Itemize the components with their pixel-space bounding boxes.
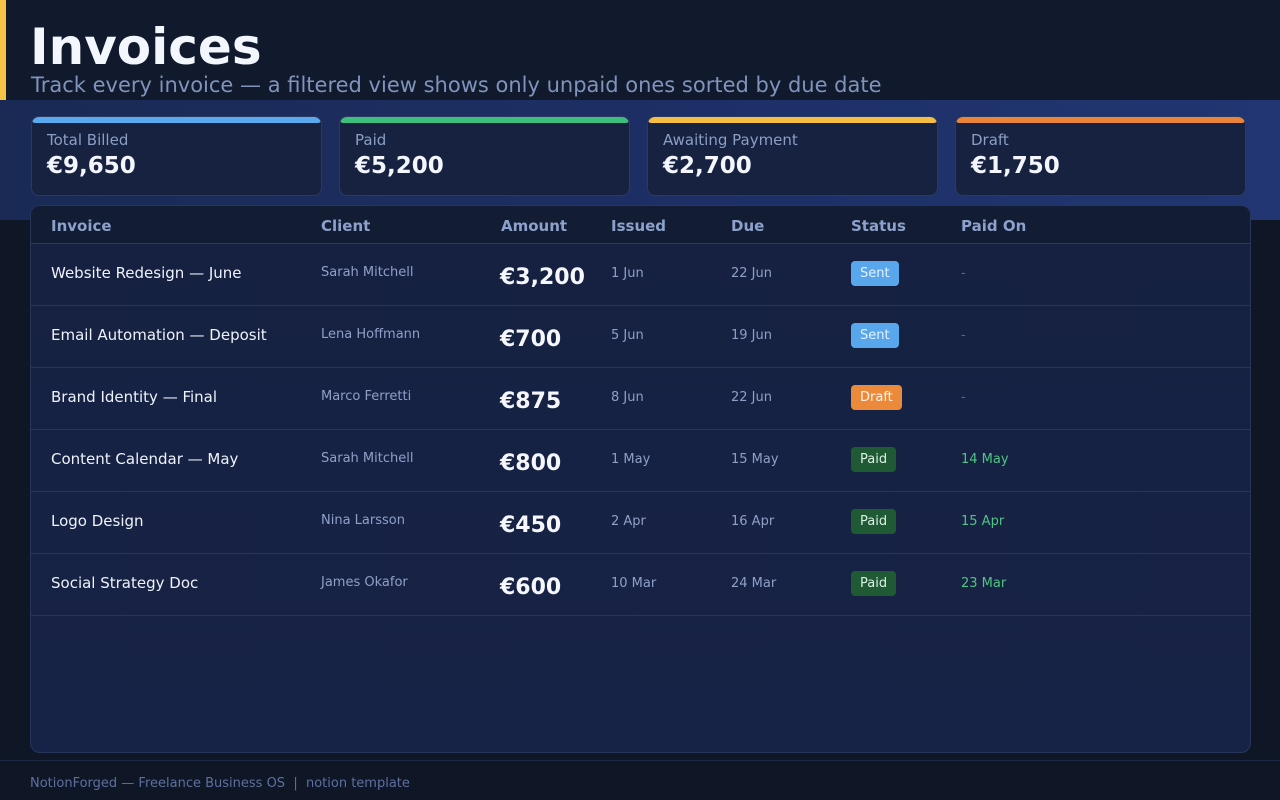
due-date: 15 May: [731, 452, 779, 467]
invoice-name[interactable]: Content Calendar — May: [51, 450, 239, 468]
invoices-table: Invoice Client Amount Issued Due Status …: [30, 205, 1251, 753]
status-cell: Sent: [851, 323, 899, 348]
invoice-name[interactable]: Social Strategy Doc: [51, 574, 199, 592]
status-badge[interactable]: Draft: [851, 385, 902, 410]
page-subtitle: Track every invoice — a filtered view sh…: [31, 73, 882, 97]
paid-on-date: 23 Mar: [961, 576, 1007, 591]
status-badge[interactable]: Sent: [851, 323, 899, 348]
paid-on-date: 15 Apr: [961, 514, 1005, 529]
page-header: Invoices Track every invoice — a filtere…: [0, 0, 1280, 100]
issued-date: 2 Apr: [611, 514, 646, 529]
table-row[interactable]: Website Redesign — June Sarah Mitchell €3,…: [31, 244, 1250, 306]
stat-label: Draft: [971, 131, 1009, 149]
invoice-amount: €800: [500, 451, 562, 476]
table-row[interactable]: Logo Design Nina Larsson €450 2 Apr 16 Apr Pa…: [31, 492, 1250, 554]
stat-card-color-bar: [648, 117, 937, 123]
status-cell: Paid: [851, 509, 897, 534]
paid-on-date: -: [961, 328, 966, 343]
issued-date: 8 Jun: [611, 390, 644, 405]
client-name: Nina Larsson: [321, 513, 405, 528]
due-date: 22 Jun: [731, 390, 772, 405]
client-name: Marco Ferretti: [321, 389, 412, 404]
table-row[interactable]: Social Strategy Doc James Okafor €600 10 Ma…: [31, 554, 1250, 616]
page-footer: NotionForged — Freelance Business OS | n…: [0, 760, 1280, 800]
client-name: Sarah Mitchell: [321, 451, 414, 466]
table-row[interactable]: Email Automation — Deposit Lena Hoffmann €…: [31, 306, 1250, 368]
column-header-due[interactable]: Due: [731, 217, 765, 235]
invoice-amount: €450: [500, 513, 562, 538]
issued-date: 5 Jun: [611, 328, 644, 343]
due-date: 24 Mar: [731, 576, 777, 591]
invoice-amount: €3,200: [500, 265, 585, 290]
due-date: 16 Apr: [731, 514, 775, 529]
column-header-invoice[interactable]: Invoice: [51, 217, 112, 235]
stat-card-color-bar: [340, 117, 629, 123]
column-header-amount[interactable]: Amount: [501, 217, 568, 235]
column-header-paid-on[interactable]: Paid On: [961, 217, 1027, 235]
table-row[interactable]: Content Calendar — May Sarah Mitchell €800…: [31, 430, 1250, 492]
stat-card-color-bar: [956, 117, 1245, 123]
stat-card-paid: Paid €5,200: [339, 116, 630, 196]
invoice-name[interactable]: Email Automation — Deposit: [51, 326, 267, 344]
stat-card-color-bar: [32, 117, 321, 123]
due-date: 22 Jun: [731, 266, 772, 281]
issued-date: 1 May: [611, 452, 651, 467]
paid-on-date: -: [961, 390, 966, 405]
stat-card-draft: Draft €1,750: [955, 116, 1246, 196]
status-cell: Sent: [851, 261, 899, 286]
footer-text: NotionForged — Freelance Business OS | n…: [30, 776, 410, 791]
invoice-name[interactable]: Website Redesign — June: [51, 264, 242, 282]
table-header: Invoice Client Amount Issued Due Status …: [31, 206, 1250, 244]
invoice-name[interactable]: Logo Design: [51, 512, 144, 530]
issued-date: 1 Jun: [611, 266, 644, 281]
issued-date: 10 Mar: [611, 576, 657, 591]
client-name: Sarah Mitchell: [321, 265, 414, 280]
stat-value: €9,650: [47, 153, 136, 179]
stat-card-awaiting-payment: Awaiting Payment €2,700: [647, 116, 938, 196]
invoice-name[interactable]: Brand Identity — Final: [51, 388, 218, 406]
paid-on-date: -: [961, 266, 966, 281]
invoice-amount: €600: [500, 575, 562, 600]
invoice-amount: €700: [500, 327, 562, 352]
due-date: 19 Jun: [731, 328, 772, 343]
stat-label: Paid: [355, 131, 387, 149]
stat-value: €2,700: [663, 153, 752, 179]
table-row[interactable]: Brand Identity — Final Marco Ferretti €875…: [31, 368, 1250, 430]
status-cell: Paid: [851, 571, 897, 596]
stat-value: €5,200: [355, 153, 444, 179]
status-cell: Paid: [851, 447, 897, 472]
page-title: Invoices: [30, 18, 262, 76]
column-header-issued[interactable]: Issued: [611, 217, 667, 235]
invoice-amount: €875: [500, 389, 562, 414]
client-name: James Okafor: [321, 575, 408, 590]
status-badge[interactable]: Paid: [851, 509, 897, 534]
stat-label: Total Billed: [47, 131, 129, 149]
status-cell: Draft: [851, 385, 902, 410]
column-header-client[interactable]: Client: [321, 217, 371, 235]
stat-label: Awaiting Payment: [663, 131, 798, 149]
column-header-status[interactable]: Status: [851, 217, 906, 235]
status-badge[interactable]: Paid: [851, 571, 897, 596]
status-badge[interactable]: Sent: [851, 261, 899, 286]
stat-value: €1,750: [971, 153, 1060, 179]
paid-on-date: 14 May: [961, 452, 1009, 467]
status-badge[interactable]: Paid: [851, 447, 897, 472]
stat-card-total-billed: Total Billed €9,650: [31, 116, 322, 196]
header-accent-bar: [0, 0, 6, 100]
client-name: Lena Hoffmann: [321, 327, 421, 342]
